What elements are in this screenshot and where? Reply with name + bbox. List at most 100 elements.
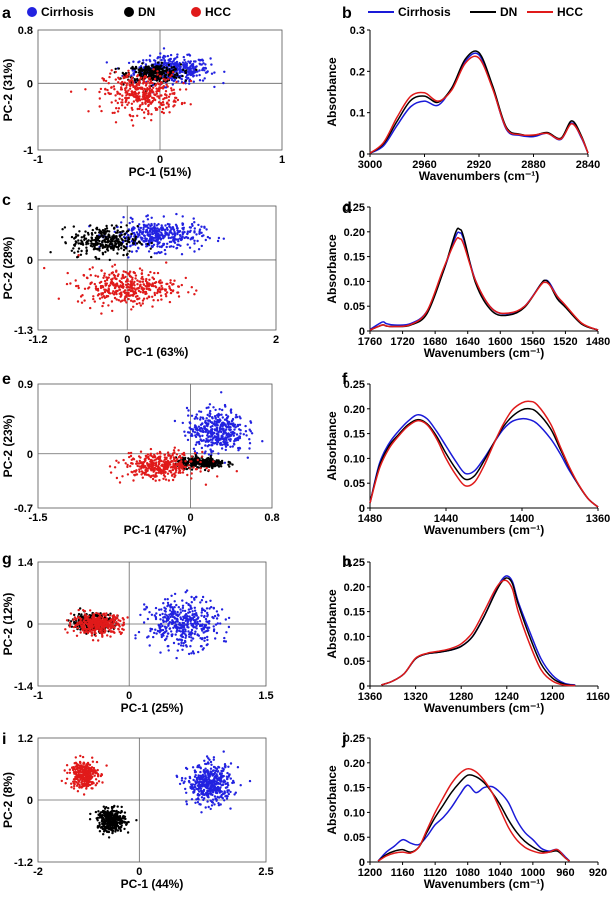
point-cirrhosis — [181, 629, 185, 633]
point-hcc — [143, 92, 146, 96]
point-hcc — [84, 88, 87, 91]
point-hcc — [165, 83, 168, 86]
point-hcc — [184, 88, 188, 91]
x-tick-label: 1720 — [390, 336, 414, 348]
point-cirrhosis — [205, 228, 208, 231]
point-cirrhosis — [168, 609, 172, 612]
point-hcc — [151, 295, 154, 298]
point-hcc — [131, 115, 135, 118]
point-hcc — [100, 292, 103, 295]
x-tick-label: 1 — [279, 154, 285, 166]
point-cirrhosis — [226, 771, 229, 775]
point-hcc — [108, 614, 112, 617]
point-cirrhosis — [206, 439, 209, 442]
point-hcc — [130, 458, 133, 461]
point-hcc — [142, 283, 145, 286]
point-cirrhosis — [174, 612, 177, 615]
point-dn — [80, 239, 83, 242]
point-hcc — [76, 623, 80, 626]
point-dn — [74, 242, 77, 246]
point-cirrhosis — [178, 237, 182, 240]
point-hcc — [77, 284, 80, 288]
point-hcc — [151, 305, 154, 308]
point-cirrhosis — [217, 431, 220, 434]
point-cirrhosis — [227, 438, 231, 441]
y-axis-label: Absorbance — [325, 589, 339, 659]
point-dn — [80, 236, 84, 239]
point-hcc — [168, 93, 172, 96]
point-hcc — [136, 96, 139, 100]
point-dn — [175, 76, 178, 80]
point-hcc — [149, 79, 153, 82]
point-cirrhosis — [149, 60, 152, 63]
point-cirrhosis — [198, 231, 201, 235]
point-hcc — [102, 301, 105, 305]
point-cirrhosis — [135, 249, 138, 253]
point-cirrhosis — [196, 622, 200, 626]
point-dn — [116, 231, 119, 234]
point-hcc — [151, 456, 155, 459]
point-cirrhosis — [200, 599, 204, 602]
point-hcc — [152, 86, 155, 90]
point-hcc — [89, 282, 92, 286]
point-hcc — [104, 614, 108, 617]
point-cirrhosis — [166, 233, 169, 236]
point-cirrhosis — [171, 83, 174, 86]
point-hcc — [162, 477, 165, 480]
panel-letter-c: c — [2, 192, 11, 209]
point-hcc — [169, 291, 173, 295]
point-cirrhosis — [238, 446, 241, 450]
point-hcc — [131, 80, 134, 84]
point-cirrhosis — [155, 612, 158, 615]
point-hcc — [126, 75, 129, 79]
point-hcc — [160, 103, 163, 106]
point-cirrhosis — [175, 212, 178, 216]
point-cirrhosis — [210, 72, 214, 75]
x-tick-label: 1760 — [358, 336, 382, 348]
point-hcc — [145, 287, 148, 290]
point-dn — [149, 71, 152, 75]
point-cirrhosis — [216, 441, 219, 444]
point-hcc — [147, 457, 151, 461]
point-cirrhosis — [198, 435, 202, 438]
point-hcc — [141, 299, 145, 302]
point-dn — [122, 248, 126, 252]
point-cirrhosis — [205, 607, 209, 610]
point-hcc — [163, 288, 167, 291]
point-hcc — [166, 451, 170, 454]
point-hcc — [152, 96, 155, 100]
point-dn — [131, 67, 134, 70]
point-cirrhosis — [208, 758, 211, 761]
y-axis-label: Absorbance — [325, 234, 339, 304]
point-hcc — [136, 464, 139, 468]
point-hcc — [189, 460, 192, 463]
legend-label-hcc: HCC — [205, 5, 231, 19]
point-dn — [91, 245, 94, 248]
point-hcc — [184, 465, 187, 469]
point-cirrhosis — [144, 63, 148, 66]
legend-label-hcc-right: HCC — [557, 5, 583, 19]
point-hcc — [136, 297, 139, 301]
point-cirrhosis — [220, 772, 223, 775]
point-cirrhosis — [160, 608, 163, 611]
point-hcc — [108, 75, 111, 79]
point-hcc — [144, 75, 148, 79]
point-cirrhosis — [186, 243, 189, 246]
point-hcc — [135, 302, 139, 306]
point-hcc — [66, 631, 69, 634]
point-hcc — [163, 97, 166, 100]
point-hcc — [124, 99, 128, 102]
point-hcc — [128, 79, 131, 83]
point-dn — [173, 73, 177, 77]
point-hcc — [167, 105, 170, 108]
point-cirrhosis — [173, 592, 177, 596]
point-cirrhosis — [211, 438, 214, 441]
point-hcc — [105, 612, 108, 615]
y-tick-label: 0.9 — [18, 379, 33, 391]
point-hcc — [171, 283, 174, 286]
point-cirrhosis — [162, 620, 165, 624]
point-cirrhosis — [192, 447, 196, 450]
y-tick-label: 0.15 — [344, 252, 365, 264]
point-cirrhosis — [167, 632, 170, 635]
point-hcc — [121, 80, 124, 84]
